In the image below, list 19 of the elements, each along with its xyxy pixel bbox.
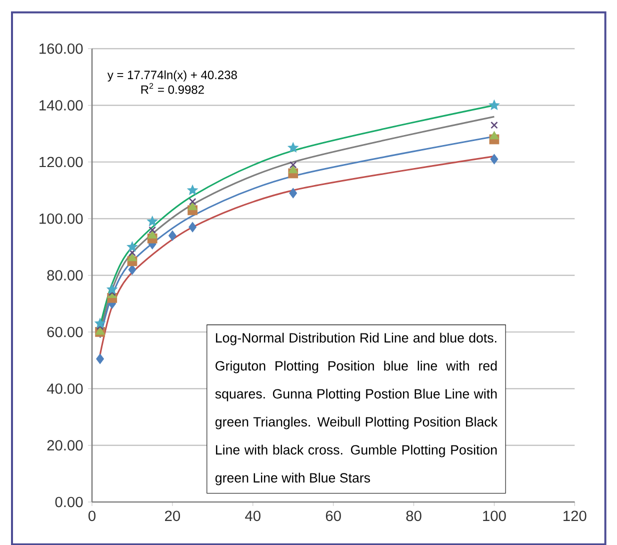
annotation: R$^{2}$ = 0.9982 (141, 82, 204, 94)
y-tick-label: 0.00 (55, 496, 83, 508)
x-tick-label: 60 (326, 510, 341, 521)
y-tick-label: 160.00 (40, 43, 83, 54)
y-tick-label: 80.00 (47, 270, 83, 280)
x-tick-label: 40 (245, 510, 260, 521)
x-tick-label: 80 (406, 510, 422, 521)
y-tick-label: 60.00 (47, 326, 83, 338)
annotation: y = 17.774ln(x) + 40.238 (107, 70, 237, 82)
x-tick-label: 20 (165, 510, 180, 521)
x-tick-label: 100 (483, 510, 506, 521)
y-tick-label: 140.00 (40, 100, 83, 110)
x-tick-label: 120 (564, 510, 586, 521)
y-tick-label: 120.00 (40, 156, 83, 168)
y-tick-label: 40.00 (46, 383, 83, 394)
y-tick-label: 100.00 (40, 213, 83, 224)
annotation: Log-Normal Distribution Rid Line and blue dots. Griguton Plotting Position blue line with red squares. Gunna Plotting Postion Blue Line with green Triangles. Weibull Plotting Position Black Line with black cross. Gumble Plotting Position green Line with Blue Stars (215, 332, 498, 486)
x-tick-label: 0 (88, 510, 96, 521)
y-tick-label: 20.00 (47, 440, 83, 450)
